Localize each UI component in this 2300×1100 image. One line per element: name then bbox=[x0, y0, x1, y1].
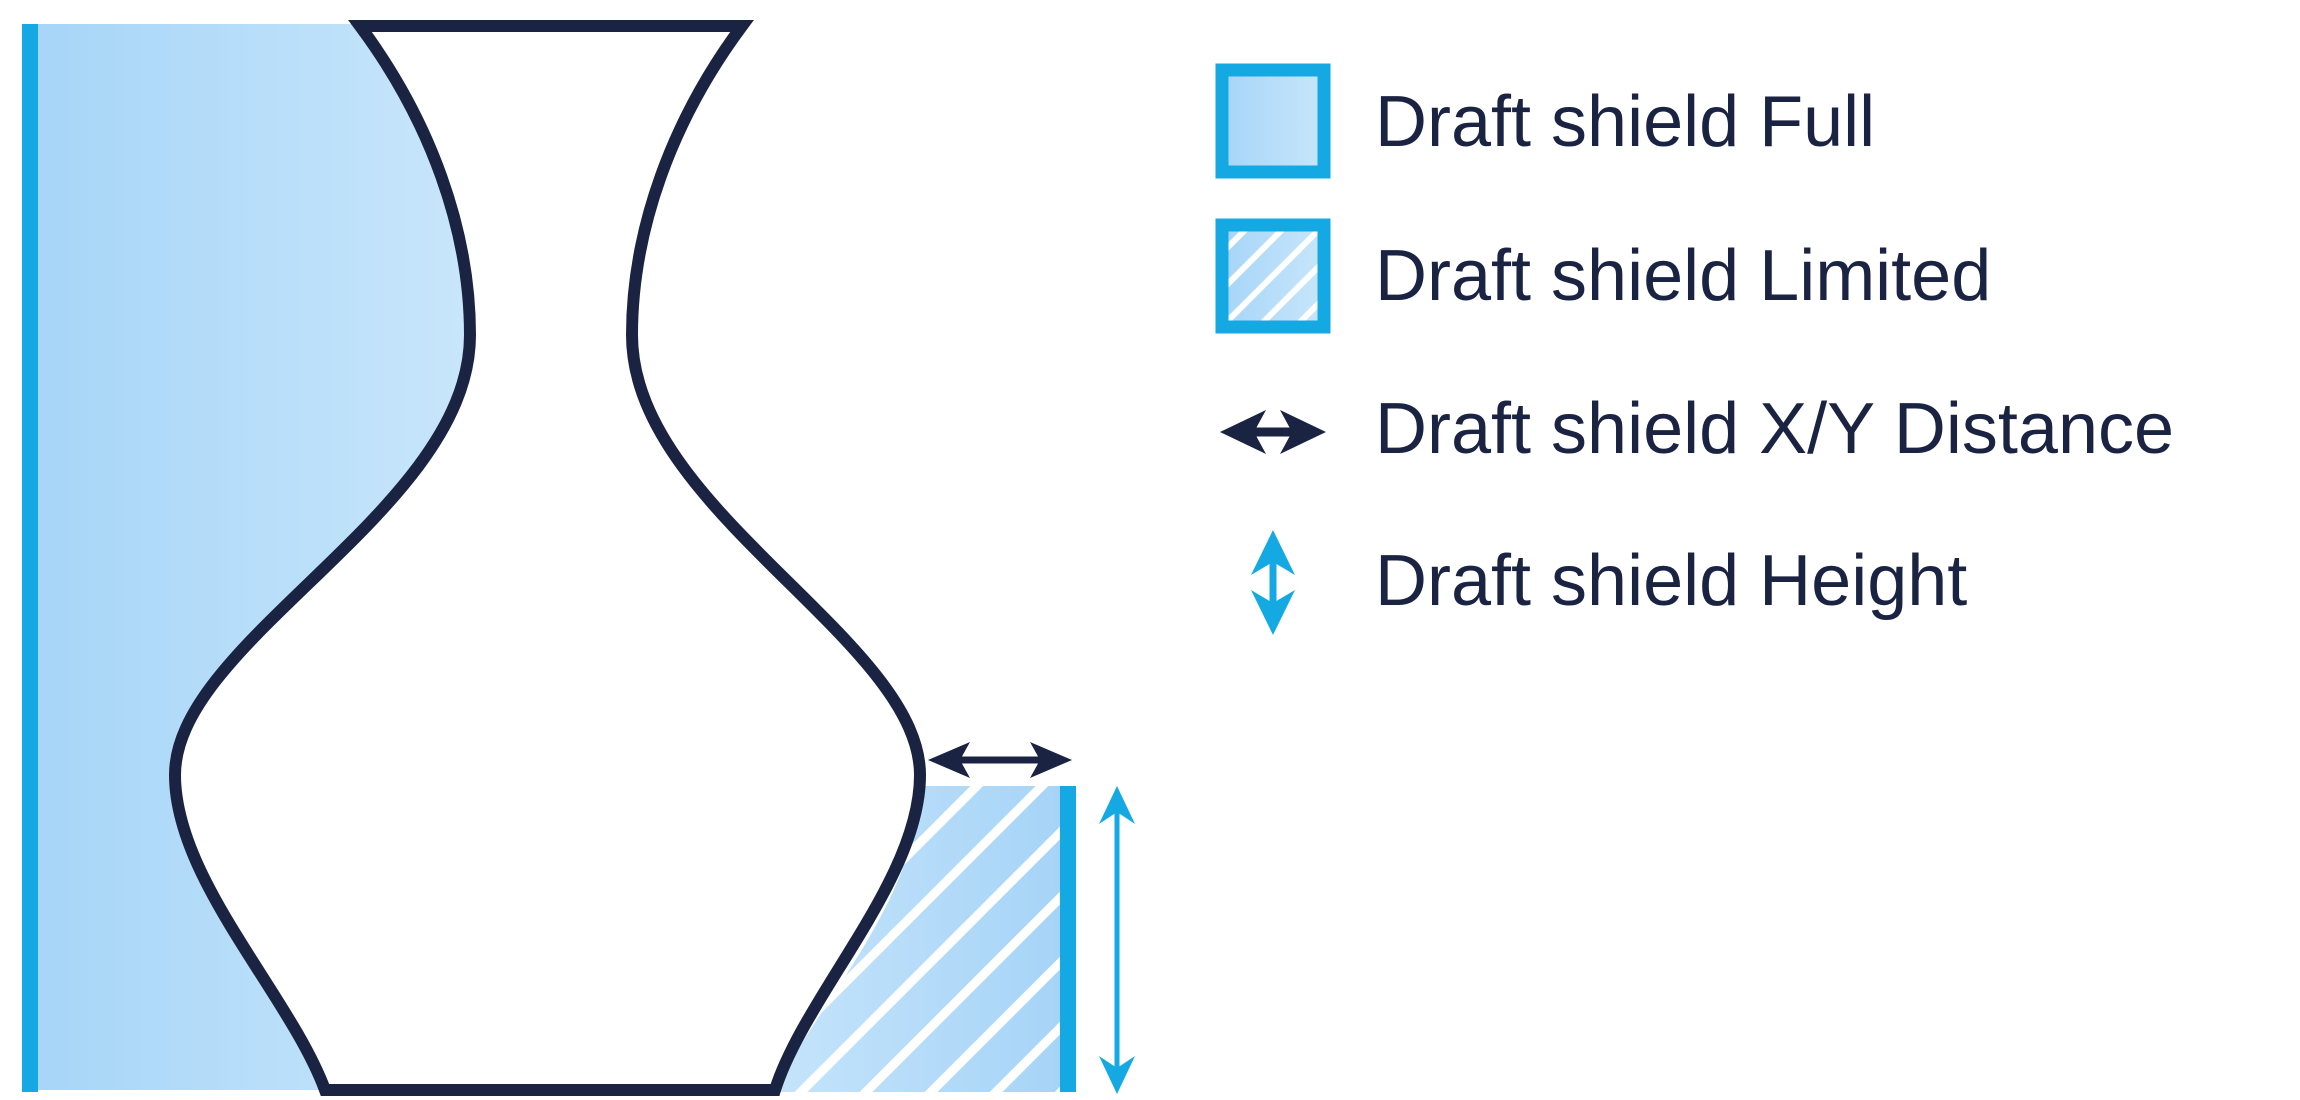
horizontal-double-arrow-icon bbox=[1220, 410, 1326, 454]
full-shield-swatch-icon bbox=[1215, 63, 1331, 179]
legend-item-xy-distance: Draft shield X/Y Distance bbox=[1220, 389, 2174, 469]
vase-outline bbox=[168, 20, 927, 1096]
legend: Draft shield Full Draft shield Limited D… bbox=[1215, 63, 2174, 635]
legend-item-limited: Draft shield Limited bbox=[1215, 218, 1991, 334]
legend-label-full: Draft shield Full bbox=[1375, 82, 1875, 162]
legend-item-full: Draft shield Full bbox=[1215, 63, 1875, 179]
full-draft-shield-area bbox=[28, 24, 470, 1090]
height-arrow bbox=[1099, 786, 1135, 1094]
legend-item-height: Draft shield Height bbox=[1251, 530, 1967, 635]
xy-distance-arrow bbox=[928, 742, 1072, 778]
full-draft-shield-wall bbox=[22, 24, 38, 1092]
legend-label-xy-distance: Draft shield X/Y Distance bbox=[1375, 389, 2174, 469]
legend-label-limited: Draft shield Limited bbox=[1375, 236, 1991, 316]
vertical-double-arrow-icon bbox=[1251, 530, 1295, 635]
legend-label-height: Draft shield Height bbox=[1375, 541, 1967, 621]
limited-draft-shield-hatching bbox=[775, 786, 1060, 1092]
limited-shield-hatched-swatch-icon bbox=[1215, 218, 1331, 334]
limited-draft-shield-wall bbox=[1060, 786, 1076, 1092]
